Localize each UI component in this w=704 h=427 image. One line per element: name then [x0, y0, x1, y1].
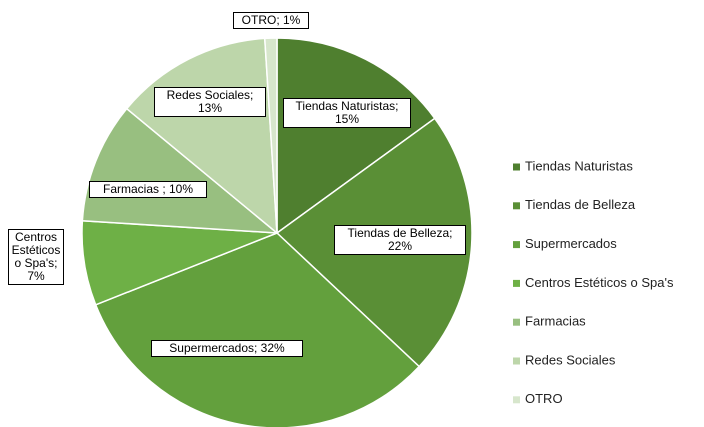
legend-label: Centros Estéticos o Spa's	[525, 275, 674, 290]
pie-slice	[81, 107, 280, 234]
legend-label: Tiendas de Belleza	[525, 197, 636, 212]
legend-swatch	[513, 396, 520, 404]
legend-swatch	[513, 241, 520, 249]
legend-swatch	[513, 357, 520, 365]
data-label: OTRO; 1%	[233, 12, 309, 29]
legend-label: Supermercados	[525, 236, 617, 251]
legend-label: Farmacias	[525, 314, 586, 329]
legend-swatch	[513, 279, 520, 287]
data-label: Farmacias ; 10%	[89, 181, 207, 198]
pie-slice	[263, 37, 278, 234]
legend-swatch	[513, 163, 520, 171]
legend-label: Tiendas Naturistas	[525, 158, 633, 173]
data-label: Tiendas Naturistas; 15%	[283, 98, 411, 128]
pie-slice	[276, 37, 436, 235]
legend-swatch	[513, 202, 520, 210]
legend-label: OTRO	[525, 391, 563, 406]
legend-label: Redes Sociales	[525, 352, 616, 367]
pie-slice	[94, 232, 421, 427]
legend-swatch	[513, 318, 520, 326]
data-label: Centros Estéticos o Spa's; 7%	[8, 229, 64, 285]
data-label: Supermercados; 32%	[151, 340, 303, 357]
data-label: Redes Sociales; 13%	[154, 87, 266, 117]
data-label: Tiendas de Belleza; 22%	[334, 225, 466, 255]
